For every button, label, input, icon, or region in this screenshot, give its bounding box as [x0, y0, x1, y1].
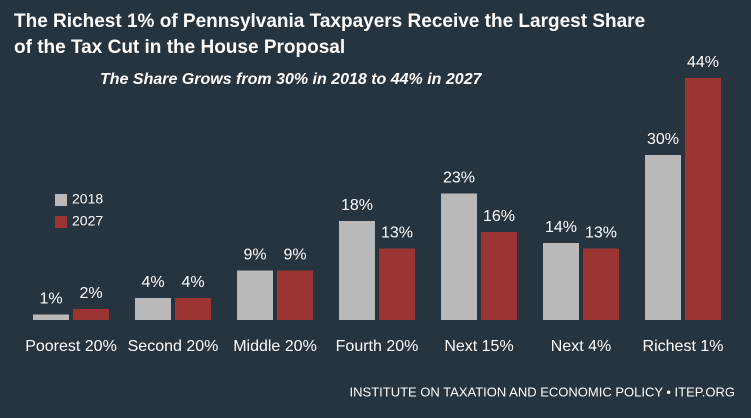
value-label: 14% [545, 219, 577, 236]
bar [135, 298, 171, 320]
bar [685, 78, 721, 320]
value-label: 23% [443, 170, 475, 187]
bar [441, 193, 477, 320]
source: INSTITUTE ON TAXATION AND ECONOMIC POLIC… [350, 384, 735, 399]
chart-title: The Richest 1% of Pennsylvania Taxpayers… [14, 11, 645, 32]
value-label: 30% [647, 131, 679, 148]
value-label: 4% [141, 274, 164, 291]
bar [481, 232, 517, 320]
x-tick-label: Poorest 20% [25, 338, 117, 355]
value-label: 4% [181, 274, 204, 291]
legend-label: 2027 [72, 213, 103, 229]
value-label: 18% [341, 197, 373, 214]
value-label: 9% [283, 247, 306, 264]
bar [33, 314, 69, 320]
x-tick-label: Richest 1% [643, 338, 724, 355]
value-label: 13% [585, 225, 617, 242]
bar [379, 248, 415, 320]
legend-swatch [55, 216, 67, 228]
value-label: 2% [79, 285, 102, 302]
bar [583, 248, 619, 320]
legend-swatch [55, 194, 67, 206]
value-label: 16% [483, 208, 515, 225]
bar [175, 298, 211, 320]
value-label: 44% [687, 54, 719, 71]
x-tick-label: Second 20% [128, 338, 219, 355]
bar [645, 155, 681, 320]
chart-title: of the Tax Cut in the House Proposal [14, 37, 345, 58]
x-tick-label: Fourth 20% [336, 338, 419, 355]
x-tick-label: Middle 20% [233, 338, 317, 355]
bar [237, 270, 273, 320]
legend-label: 2018 [72, 191, 103, 207]
bar [73, 309, 109, 320]
chart-subtitle: The Share Grows from 30% in 2018 to 44% … [100, 71, 483, 88]
x-tick-label: Next 15% [444, 338, 513, 355]
bar [543, 243, 579, 320]
value-label: 13% [381, 225, 413, 242]
bar [277, 270, 313, 320]
bar [339, 221, 375, 320]
value-label: 1% [39, 291, 62, 308]
x-tick-label: Next 4% [551, 338, 611, 355]
value-label: 9% [243, 247, 266, 264]
